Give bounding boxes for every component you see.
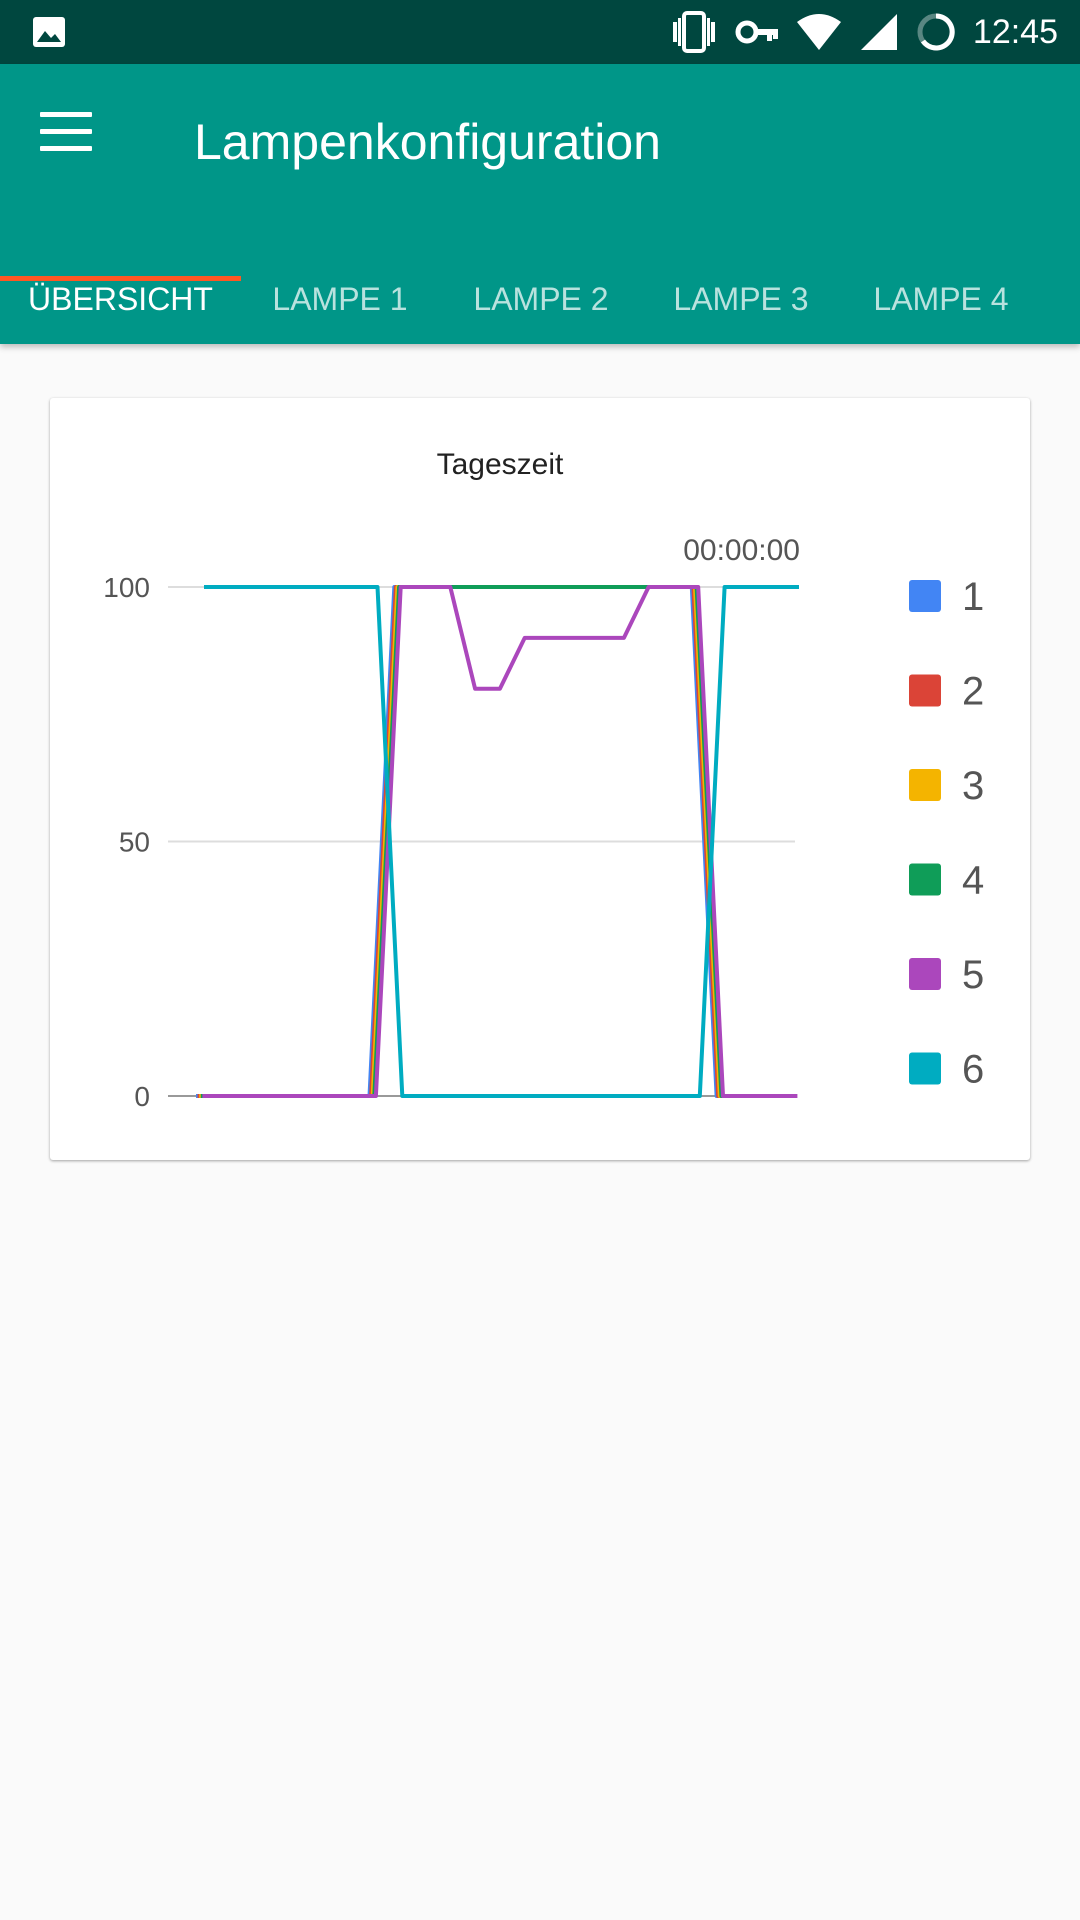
tab-lampe-1[interactable]: LAMPE 1 <box>272 281 408 317</box>
legend-swatch <box>909 1052 941 1085</box>
cell-signal-icon <box>860 14 897 50</box>
y-axis: 0 50 100 <box>103 572 150 1112</box>
app-bar: Lampenkonfiguration ÜBERSICHT LAMPE 1 LA… <box>0 64 1080 344</box>
legend-label: 4 <box>962 859 984 903</box>
page-title: Lampenkonfiguration <box>194 114 661 170</box>
vibrate-icon <box>672 11 715 53</box>
legend-item-2[interactable]: 2 <box>909 670 984 714</box>
legend-swatch <box>909 863 941 896</box>
legend-label: 1 <box>962 575 984 619</box>
tab-lampe-4[interactable]: LAMPE 4 <box>873 281 1009 317</box>
battery-icon <box>917 13 955 51</box>
legend-swatch <box>909 958 941 990</box>
chart-title: Tageszeit <box>437 448 564 481</box>
chart-card: Tageszeit 00:00:00 0 50 100 1 2 3 4 5 6 <box>50 398 1030 1160</box>
clock: 12:45 <box>972 12 1058 51</box>
legend: 1 2 3 4 5 6 <box>909 575 984 1092</box>
status-bar: 12:45 <box>0 0 1080 64</box>
tab-uebersicht[interactable]: ÜBERSICHT <box>28 281 213 317</box>
legend-label: 5 <box>962 953 984 997</box>
series-line-6 <box>204 585 799 1098</box>
legend-label: 6 <box>962 1048 984 1092</box>
wifi-icon <box>796 14 841 50</box>
tab-lampe-2[interactable]: LAMPE 2 <box>473 281 609 317</box>
legend-item-1[interactable]: 1 <box>909 575 984 619</box>
series-line-5 <box>202 585 798 1098</box>
legend-swatch <box>909 580 941 612</box>
legend-item-4[interactable]: 4 <box>909 859 984 903</box>
image-icon <box>32 16 66 48</box>
vpn-key-icon <box>735 20 778 44</box>
tab-indicator <box>0 276 241 281</box>
series-lines <box>196 585 799 1098</box>
legend-item-3[interactable]: 3 <box>909 764 984 808</box>
y-tick-label: 0 <box>134 1081 150 1112</box>
y-tick-label: 50 <box>119 827 150 858</box>
tab-lampe-3[interactable]: LAMPE 3 <box>673 281 809 317</box>
menu-button[interactable] <box>40 112 110 160</box>
tab-overflow-partial[interactable]: L <box>1070 254 1080 344</box>
legend-item-5[interactable]: 5 <box>909 953 984 997</box>
legend-label: 2 <box>962 670 984 714</box>
y-tick-label: 100 <box>103 572 150 603</box>
legend-swatch <box>909 769 941 801</box>
tab-bar: ÜBERSICHT LAMPE 1 LAMPE 2 LAMPE 3 LAMPE … <box>0 254 1080 344</box>
chart-annotation: 00:00:00 <box>683 534 800 567</box>
legend-swatch <box>909 674 941 707</box>
menu-icon <box>40 112 110 151</box>
status-icons: 12:45 <box>653 8 1058 56</box>
legend-label: 3 <box>962 764 984 808</box>
line-chart: Tageszeit 00:00:00 0 50 100 1 2 3 4 5 6 <box>103 448 984 1112</box>
legend-item-6[interactable]: 6 <box>909 1048 984 1092</box>
